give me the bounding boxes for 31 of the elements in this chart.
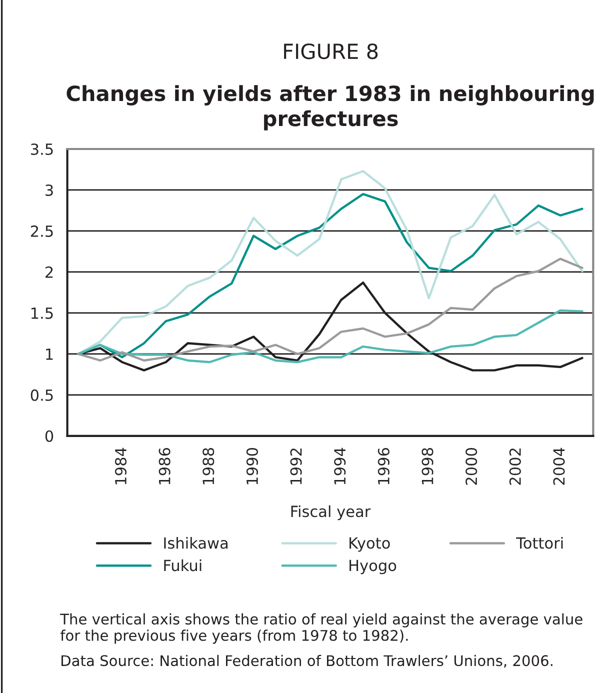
line-series bbox=[77, 309, 584, 364]
text: The vertical axis shows the ratio of real yield against the average value for the previous five years (from 1978 to 1982). bbox=[60, 613, 582, 644]
x-axis-title: Fiscal year bbox=[291, 505, 371, 520]
legend-label: Fukui bbox=[164, 559, 202, 572]
line-series bbox=[77, 258, 584, 362]
x-tick-label: 2002 bbox=[509, 448, 521, 485]
x-tick-label: 1988 bbox=[202, 448, 214, 484]
legend-label: Kyoto bbox=[350, 537, 390, 552]
x-tick-label: 1998 bbox=[422, 448, 434, 484]
source-note: Data Source: National Federation of Bottom Trawlers’ Unions, 2006. bbox=[62, 654, 552, 668]
y-tick-label: 3.5 bbox=[30, 143, 53, 156]
x-tick-label: 1986 bbox=[158, 448, 170, 484]
x-tick-label: 1992 bbox=[290, 448, 302, 484]
y-tick-label: 1 bbox=[46, 348, 53, 360]
x-tick-label: 2000 bbox=[466, 448, 478, 485]
y-tick-label: 2 bbox=[46, 266, 53, 278]
y-tick-label: 0 bbox=[45, 430, 54, 442]
x-tick-label: 1994 bbox=[334, 448, 346, 484]
x-tick-label: 1990 bbox=[246, 448, 258, 484]
chart-subtitle: Changes in yields after 1983 in neighbouring prefectures bbox=[66, 85, 594, 130]
legend-label: Ishikawa bbox=[164, 536, 228, 549]
x-tick-label: 2004 bbox=[553, 448, 565, 485]
x-tick-label: 1996 bbox=[378, 448, 390, 484]
y-tick-label: 0.5 bbox=[30, 389, 53, 401]
y-tick-label: 3 bbox=[46, 184, 53, 196]
chart-title: FIGURE 8 bbox=[284, 43, 378, 60]
x-tick-label: 1984 bbox=[114, 448, 127, 484]
y-tick-label: 1.5 bbox=[32, 308, 53, 319]
legend-label: Hyogo bbox=[350, 560, 396, 574]
legend-label: Tottori bbox=[516, 536, 563, 549]
y-tick-label: 2.5 bbox=[30, 225, 53, 237]
